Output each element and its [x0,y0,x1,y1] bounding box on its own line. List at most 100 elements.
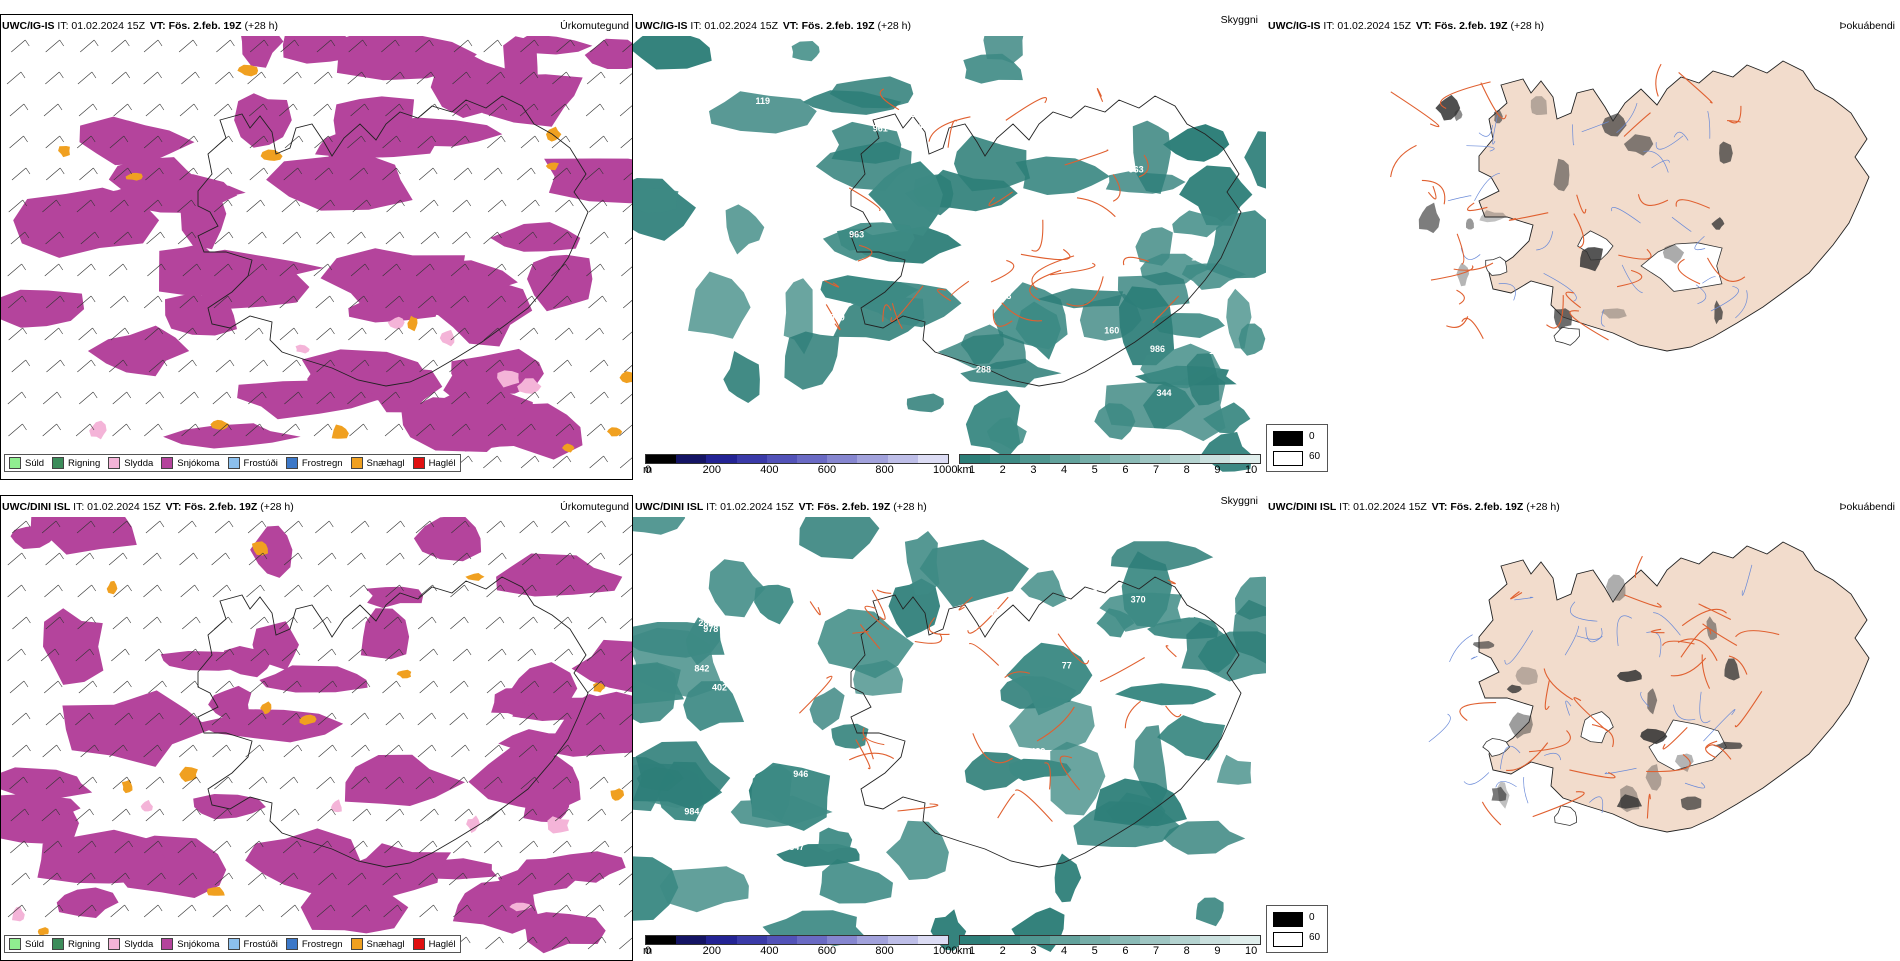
valid-time: Fös. 2.feb. 19Z [1450,501,1524,513]
snowfall-area [511,662,578,715]
fog-index-area [1553,158,1570,192]
visibility-value-label: 192 [1191,252,1206,262]
scale-tick-label: 8 [1183,945,1190,957]
snowfall-area [364,368,443,413]
fog-index-area [1623,134,1654,156]
rivers [1428,564,1753,813]
reduced-visibility-area [1050,741,1106,816]
legend-swatch [285,457,298,469]
snowfall-area [544,158,633,204]
legend-label: Súld [25,457,45,469]
lead-time: (+28 h) [1510,20,1545,32]
legend-label: Súld [25,938,45,950]
visibility-value-label: 946 [856,68,871,78]
scale-tick-label: 0 [645,464,652,476]
iceland-coastline [197,576,589,868]
visibility-value-label: 97 [1087,588,1097,598]
fog-index-area [1515,666,1538,685]
visibility-value-label: 294 [693,133,708,143]
snowfall-area [159,243,233,297]
snow-pellets-area [299,714,317,726]
visibility-value-label: 287 [745,654,760,664]
roads [1459,555,1780,826]
fog-high-swatch [1273,932,1303,947]
fog-index-area [1508,712,1533,739]
roads [1390,63,1746,341]
reduced-visibility-area [986,417,1027,450]
sleet-area [12,906,25,922]
fog-index-area [1601,308,1627,319]
reduced-visibility-area [1216,754,1252,785]
legend-label: Snjókoma [177,938,220,950]
visibility-value-label: 984 [684,807,699,817]
reduced-visibility-area [1093,778,1187,827]
reduced-visibility-area [1157,715,1226,761]
snow-pellets-area [619,371,633,384]
valid-time-label: VT: [798,501,815,513]
fog-index-panel-dini: UWC/DINI ISL IT: 01.02.2024 15Z VT: Fös.… [1266,495,1899,961]
reduced-visibility-area [963,53,1023,84]
scale-tick-label: 1 [969,464,976,476]
reduced-visibility-area [1163,820,1246,855]
visibility-value-label: 966 [1002,85,1017,95]
visibility-map: 402 640 973 984 347 130 97 246 283 425 842 439 370 93… [633,517,1266,957]
wind-barbs [7,520,633,950]
sleet-area [547,816,570,834]
reduced-visibility-area [1244,131,1266,189]
snow-pellets-area [465,573,485,581]
visibility-value-label: 77 [1062,660,1072,670]
init-time: IT: 01.02.2024 15Z [73,501,161,513]
visibility-value-label: 884 [908,121,923,131]
legend-label: Slydda [124,457,154,469]
snowfall-area [0,793,81,823]
reduced-visibility-area [1181,621,1239,673]
sleet-area [331,799,342,813]
iceland-coastline [197,95,589,387]
snow-pellets-area [106,580,118,595]
snowfall-area [348,293,439,323]
visibility-value-label: 16 [742,190,752,200]
visibility-value-label: 16 [1189,609,1199,619]
scale-tick-label: 5 [1091,464,1098,476]
color-scales: m 0 200 400 600 800 1000 km 1 2 3 4 5 6 7 8 9 10 [633,935,1266,959]
model-name: UWC/IG-IS [2,20,55,32]
snow-pellets-area [545,162,559,171]
fog-index-area [1605,574,1626,601]
reduced-visibility-area [886,820,949,880]
snowfall-area [521,912,606,954]
fog-index-area [1479,210,1507,223]
reduced-visibility-area [1099,592,1182,632]
valid-time: Fös. 2.feb. 19Z [168,20,242,32]
valid-time: Fös. 2.feb. 19Z [817,501,891,513]
glaciers [1482,711,1727,826]
snow-pellets-area [121,779,133,794]
rivers [1447,102,1748,327]
scale-tick-label: 6 [1122,945,1129,957]
legend-swatch [52,938,65,950]
iceland-land [1478,541,1870,833]
init-time: IT: 01.02.2024 15Z [706,501,794,513]
reduced-visibility-area [708,559,766,618]
reduced-visibility-area [633,517,686,535]
visibility-map: 960 163 363 963 884 137 425 257 307 344 963 119 284 2… [633,36,1266,476]
panel-title: Úrkomutegund [560,501,629,513]
legend-label: Slydda [124,938,154,950]
reduced-visibility-area [919,539,1029,608]
visibility-value-label: 364 [984,608,999,618]
glacier [1648,719,1727,771]
scale-tick-label: 2 [999,464,1006,476]
legend-swatch [227,938,240,950]
visibility-value-label: 842 [694,664,709,674]
snowfall-area [259,665,368,693]
legend-item: Rigning [52,938,100,950]
visibility-value-label: 63 [970,694,980,704]
legend-swatch [9,938,21,950]
reduced-visibility-area [683,681,745,732]
panel-header: UWC/IG-IS IT: 01.02.2024 15Z VT: Fös. 2.… [635,14,1262,34]
visibility-value-label: 68 [666,259,676,269]
snowfall-area [452,879,541,934]
reduced-visibility-area [1110,541,1214,571]
scale-tick-label: 2 [999,945,1006,957]
panel-header: UWC/DINI ISL IT: 01.02.2024 15Z VT: Fös.… [1268,501,1895,515]
